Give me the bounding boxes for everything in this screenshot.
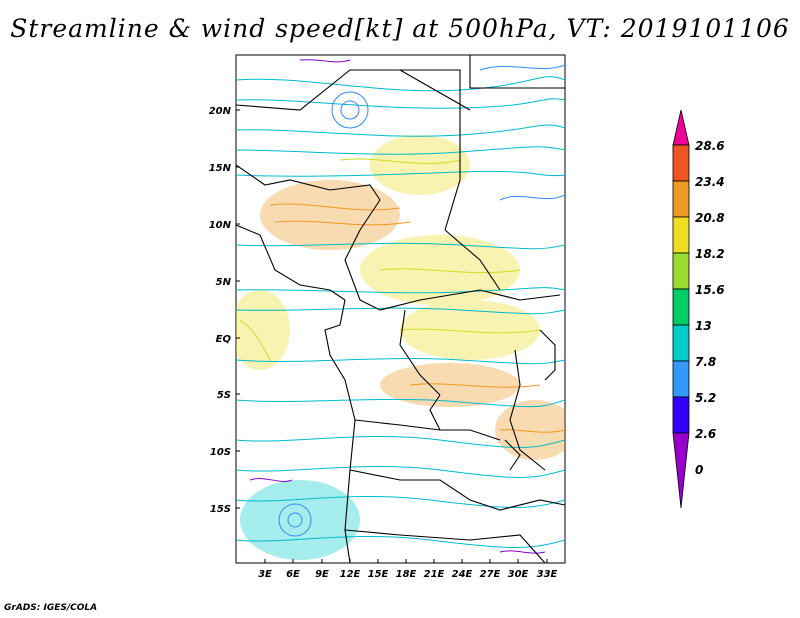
colorbar-label-20-8: 20.8 xyxy=(695,211,725,225)
lon-label-15e: 15E xyxy=(368,569,389,580)
colorbar-seg-3 xyxy=(672,360,690,398)
colorbar xyxy=(672,109,690,509)
lon-label-6e: 6E xyxy=(286,569,300,580)
colorbar-label-2-6: 2.6 xyxy=(695,427,716,441)
lat-label-5n: 5N xyxy=(216,277,232,288)
lat-label-10s: 10S xyxy=(210,447,231,458)
lon-label-30e: 30E xyxy=(508,569,529,580)
colorbar-seg-2 xyxy=(672,396,690,434)
colorbar-label-15-6: 15.6 xyxy=(695,283,725,297)
lon-label-33e: 33E xyxy=(537,569,558,580)
colorbar-label-5-2: 5.2 xyxy=(695,391,716,405)
colorbar-label-0: 0 xyxy=(695,463,703,477)
longitude-ticks xyxy=(264,559,548,563)
lon-label-9e: 9E xyxy=(315,569,329,580)
colorbar-seg-4 xyxy=(672,324,690,362)
latitude-ticks xyxy=(236,109,240,509)
lat-label-10n: 10N xyxy=(209,220,232,231)
colorbar-seg-7 xyxy=(672,216,690,254)
colorbar-seg-9 xyxy=(672,144,690,182)
lat-label-20n: 20N xyxy=(209,106,232,117)
lon-label-27e: 27E xyxy=(480,569,501,580)
colorbar-label-7-8: 7.8 xyxy=(695,355,716,369)
lat-label-15s: 15S xyxy=(210,504,231,515)
streamlines xyxy=(236,59,565,554)
lon-label-21e: 21E xyxy=(424,569,445,580)
lat-label-5s: 5S xyxy=(217,390,231,401)
colorbar-labels: 28.6 23.4 20.8 18.2 15.6 13 7.8 5.2 2.6 … xyxy=(695,139,725,477)
country-borders xyxy=(236,55,565,563)
lon-label-12e: 12E xyxy=(340,569,361,580)
colorbar-seg-6 xyxy=(672,252,690,290)
lat-label-eq: EQ xyxy=(216,334,232,345)
lon-label-3e: 3E xyxy=(258,569,272,580)
colorbar-label-18-2: 18.2 xyxy=(695,247,725,261)
colorbar-seg-8 xyxy=(672,180,690,218)
lat-label-15n: 15N xyxy=(209,163,232,174)
chart-title: Streamline & wind speed[kt] at 500hPa, V… xyxy=(10,14,790,43)
colorbar-seg-5 xyxy=(672,288,690,326)
colorbar-bottom-triangle xyxy=(672,432,690,509)
latitude-labels: 20N 15N 10N 5N EQ 5S 10S 15S xyxy=(209,106,232,515)
wind-speed-field xyxy=(236,135,565,560)
map-frame xyxy=(235,54,566,564)
colorbar-label-13: 13 xyxy=(695,319,712,333)
colorbar-top-triangle xyxy=(672,109,690,146)
longitude-labels: 3E 6E 9E 12E 15E 18E 21E 24E 27E 30E 33E xyxy=(258,569,557,580)
colorbar-label-23-4: 23.4 xyxy=(695,175,725,189)
colorbar-label-28-6: 28.6 xyxy=(695,139,725,153)
footer-credit: GrADS: IGES/COLA xyxy=(4,603,98,613)
lon-label-18e: 18E xyxy=(396,569,417,580)
lon-label-24e: 24E xyxy=(452,569,473,580)
